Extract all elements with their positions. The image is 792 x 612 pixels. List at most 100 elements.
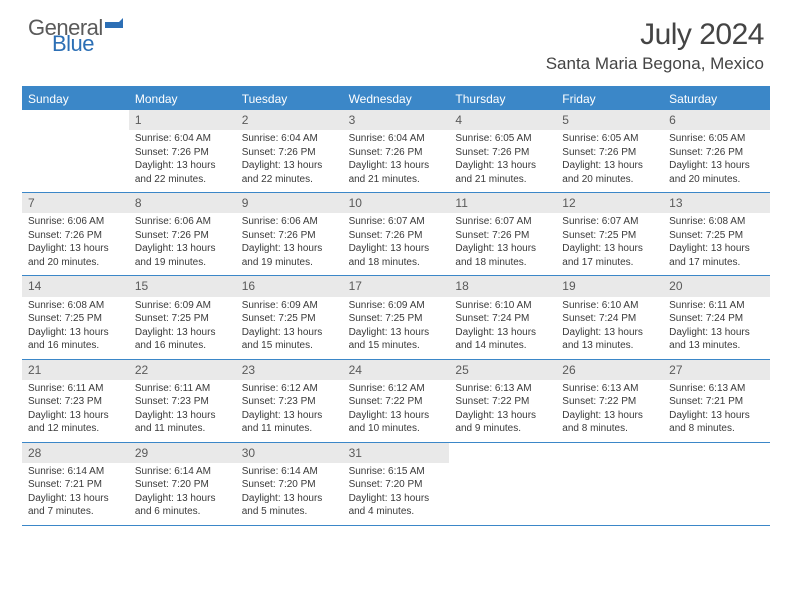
day-info-line: and 8 minutes. — [669, 422, 764, 436]
day-number: 7 — [22, 193, 129, 213]
day-body: Sunrise: 6:04 AMSunset: 7:26 PMDaylight:… — [236, 132, 343, 186]
day-info-line: Daylight: 13 hours — [242, 409, 337, 423]
day-info-line: Daylight: 13 hours — [669, 242, 764, 256]
day-info-line: Sunset: 7:26 PM — [562, 146, 657, 160]
calendar-day-cell: 17Sunrise: 6:09 AMSunset: 7:25 PMDayligh… — [343, 276, 450, 358]
day-info-line: Sunrise: 6:04 AM — [349, 132, 444, 146]
day-number: 19 — [556, 276, 663, 296]
day-info-line: Sunrise: 6:13 AM — [455, 382, 550, 396]
calendar-day-cell: 6Sunrise: 6:05 AMSunset: 7:26 PMDaylight… — [663, 110, 770, 192]
location-subtitle: Santa Maria Begona, Mexico — [546, 54, 764, 74]
brand-logo: General Blue — [28, 18, 105, 54]
day-info-line: Sunset: 7:26 PM — [349, 229, 444, 243]
day-body: Sunrise: 6:13 AMSunset: 7:22 PMDaylight:… — [556, 382, 663, 436]
day-info-line: Sunrise: 6:10 AM — [562, 299, 657, 313]
day-info-line: Sunset: 7:25 PM — [669, 229, 764, 243]
calendar-day-cell: 7Sunrise: 6:06 AMSunset: 7:26 PMDaylight… — [22, 193, 129, 275]
calendar-day-cell: 20Sunrise: 6:11 AMSunset: 7:24 PMDayligh… — [663, 276, 770, 358]
calendar-day-cell: 23Sunrise: 6:12 AMSunset: 7:23 PMDayligh… — [236, 360, 343, 442]
day-number: 11 — [449, 193, 556, 213]
day-number: 8 — [129, 193, 236, 213]
day-info-line: Daylight: 13 hours — [455, 159, 550, 173]
day-info-line: and 14 minutes. — [455, 339, 550, 353]
day-number: 20 — [663, 276, 770, 296]
day-info-line: Sunrise: 6:14 AM — [135, 465, 230, 479]
day-number: 31 — [343, 443, 450, 463]
calendar-day-cell: 29Sunrise: 6:14 AMSunset: 7:20 PMDayligh… — [129, 443, 236, 525]
calendar-week-row: 7Sunrise: 6:06 AMSunset: 7:26 PMDaylight… — [22, 193, 770, 276]
title-block: July 2024 Santa Maria Begona, Mexico — [546, 18, 764, 74]
day-info-line: Sunset: 7:20 PM — [135, 478, 230, 492]
day-body: Sunrise: 6:05 AMSunset: 7:26 PMDaylight:… — [449, 132, 556, 186]
day-info-line: Sunrise: 6:05 AM — [562, 132, 657, 146]
day-info-line: and 22 minutes. — [135, 173, 230, 187]
day-info-line: Sunset: 7:24 PM — [562, 312, 657, 326]
day-info-line: Sunset: 7:26 PM — [242, 146, 337, 160]
day-body: Sunrise: 6:14 AMSunset: 7:20 PMDaylight:… — [236, 465, 343, 519]
day-info-line: Sunset: 7:26 PM — [242, 229, 337, 243]
day-info-line: Daylight: 13 hours — [28, 492, 123, 506]
day-info-line: and 19 minutes. — [242, 256, 337, 270]
day-info-line: Sunrise: 6:09 AM — [349, 299, 444, 313]
day-number: 2 — [236, 110, 343, 130]
day-number: 24 — [343, 360, 450, 380]
day-info-line: Daylight: 13 hours — [669, 159, 764, 173]
day-info-line: Sunset: 7:22 PM — [455, 395, 550, 409]
day-info-line: Daylight: 13 hours — [562, 326, 657, 340]
day-info-line: and 20 minutes. — [562, 173, 657, 187]
day-info-line: Daylight: 13 hours — [242, 159, 337, 173]
day-info-line: Daylight: 13 hours — [455, 242, 550, 256]
day-info-line: Sunrise: 6:11 AM — [28, 382, 123, 396]
day-body: Sunrise: 6:13 AMSunset: 7:21 PMDaylight:… — [663, 382, 770, 436]
day-info-line: and 11 minutes. — [135, 422, 230, 436]
day-body: Sunrise: 6:12 AMSunset: 7:22 PMDaylight:… — [343, 382, 450, 436]
day-info-line: Daylight: 13 hours — [242, 492, 337, 506]
calendar-day-cell: 14Sunrise: 6:08 AMSunset: 7:25 PMDayligh… — [22, 276, 129, 358]
day-info-line: Sunset: 7:20 PM — [349, 478, 444, 492]
day-body: Sunrise: 6:14 AMSunset: 7:20 PMDaylight:… — [129, 465, 236, 519]
calendar-day-cell: 9Sunrise: 6:06 AMSunset: 7:26 PMDaylight… — [236, 193, 343, 275]
day-info-line: and 18 minutes. — [455, 256, 550, 270]
day-info-line: and 6 minutes. — [135, 505, 230, 519]
day-info-line: Sunrise: 6:08 AM — [28, 299, 123, 313]
calendar-day-cell: 25Sunrise: 6:13 AMSunset: 7:22 PMDayligh… — [449, 360, 556, 442]
day-info-line: Sunset: 7:26 PM — [455, 229, 550, 243]
day-info-line: and 8 minutes. — [562, 422, 657, 436]
calendar-weeks: 1Sunrise: 6:04 AMSunset: 7:26 PMDaylight… — [22, 110, 770, 526]
day-info-line: and 16 minutes. — [28, 339, 123, 353]
day-info-line: Sunset: 7:25 PM — [135, 312, 230, 326]
day-info-line: and 13 minutes. — [562, 339, 657, 353]
day-info-line: and 11 minutes. — [242, 422, 337, 436]
day-info-line: and 15 minutes. — [349, 339, 444, 353]
day-info-line: Sunrise: 6:11 AM — [669, 299, 764, 313]
day-body: Sunrise: 6:09 AMSunset: 7:25 PMDaylight:… — [236, 299, 343, 353]
day-info-line: Sunrise: 6:11 AM — [135, 382, 230, 396]
month-title: July 2024 — [546, 18, 764, 52]
calendar-day-cell: 13Sunrise: 6:08 AMSunset: 7:25 PMDayligh… — [663, 193, 770, 275]
day-body: Sunrise: 6:04 AMSunset: 7:26 PMDaylight:… — [129, 132, 236, 186]
day-info-line: Sunrise: 6:04 AM — [242, 132, 337, 146]
day-info-line: and 20 minutes. — [28, 256, 123, 270]
day-body: Sunrise: 6:06 AMSunset: 7:26 PMDaylight:… — [22, 215, 129, 269]
day-info-line: Sunset: 7:26 PM — [669, 146, 764, 160]
day-number: 16 — [236, 276, 343, 296]
day-of-week-header-row: SundayMondayTuesdayWednesdayThursdayFrid… — [22, 88, 770, 110]
calendar-day-cell: 12Sunrise: 6:07 AMSunset: 7:25 PMDayligh… — [556, 193, 663, 275]
calendar-grid: SundayMondayTuesdayWednesdayThursdayFrid… — [22, 86, 770, 526]
day-body: Sunrise: 6:14 AMSunset: 7:21 PMDaylight:… — [22, 465, 129, 519]
day-body: Sunrise: 6:10 AMSunset: 7:24 PMDaylight:… — [449, 299, 556, 353]
day-info-line: Sunset: 7:22 PM — [349, 395, 444, 409]
day-info-line: and 19 minutes. — [135, 256, 230, 270]
day-number: 23 — [236, 360, 343, 380]
day-number: 6 — [663, 110, 770, 130]
day-info-line: and 13 minutes. — [669, 339, 764, 353]
calendar-week-row: 21Sunrise: 6:11 AMSunset: 7:23 PMDayligh… — [22, 360, 770, 443]
day-of-week-header: Tuesday — [236, 88, 343, 110]
day-info-line: Daylight: 13 hours — [349, 409, 444, 423]
day-info-line: Daylight: 13 hours — [242, 242, 337, 256]
day-info-line: Sunset: 7:26 PM — [135, 229, 230, 243]
day-body: Sunrise: 6:09 AMSunset: 7:25 PMDaylight:… — [129, 299, 236, 353]
day-info-line: Sunset: 7:24 PM — [455, 312, 550, 326]
day-of-week-header: Monday — [129, 88, 236, 110]
day-info-line: Daylight: 13 hours — [669, 326, 764, 340]
